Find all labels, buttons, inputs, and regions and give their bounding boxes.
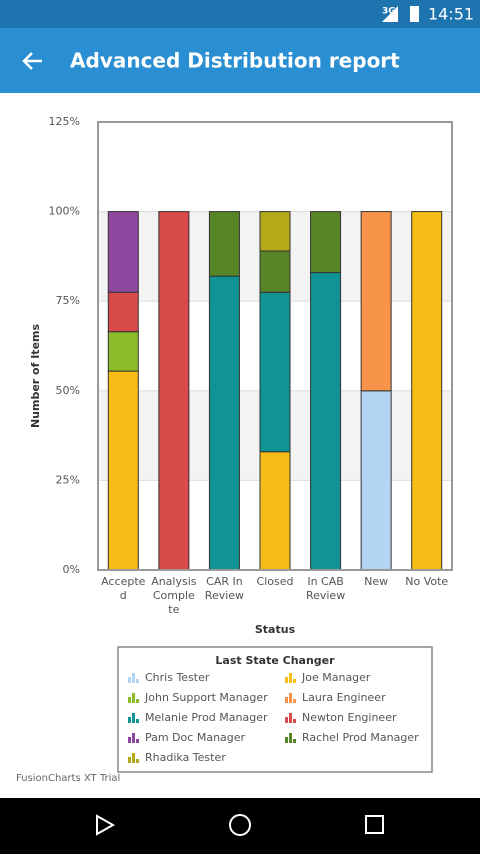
bar-segment	[310, 211, 342, 274]
x-tick-label: New	[364, 575, 388, 588]
bar-segment	[360, 211, 392, 392]
bar-segment	[259, 250, 291, 293]
y-tick-label: 75%	[56, 294, 80, 307]
legend-icon	[293, 699, 296, 703]
status-bar	[0, 0, 480, 28]
legend-icon	[132, 713, 135, 723]
plot-band	[98, 122, 452, 212]
network-type: 3G	[382, 7, 396, 17]
back-button[interactable]	[22, 52, 42, 70]
legend-icon	[128, 697, 131, 703]
legend-label: Joe Manager	[301, 671, 371, 684]
y-tick-label: 25%	[56, 473, 80, 486]
legend-icon	[136, 759, 139, 763]
legend-icon	[136, 679, 139, 683]
y-tick-label: 100%	[49, 205, 80, 218]
signal-icon	[382, 6, 398, 22]
legend-icon	[136, 699, 139, 703]
clock: 14:51	[428, 5, 474, 24]
legend-icon	[136, 739, 139, 743]
plot-border	[97, 121, 453, 571]
legend-icon	[289, 713, 292, 723]
legend-icon	[293, 739, 296, 743]
y-tick-label: 0%	[63, 563, 80, 576]
x-tick-label: No Vote	[405, 575, 448, 588]
legend-label: Pam Doc Manager	[145, 731, 246, 744]
bar-segment	[107, 370, 139, 571]
bar-segment	[158, 211, 190, 571]
legend-icon	[293, 719, 296, 723]
legend-icon	[289, 693, 292, 703]
legend-label: Chris Tester	[145, 671, 210, 684]
bar-segment	[208, 275, 240, 571]
legend-label: Melanie Prod Manager	[145, 711, 268, 724]
bar-segment	[208, 211, 240, 277]
bar-segment	[360, 390, 392, 571]
legend-icon	[132, 673, 135, 683]
legend-label: Newton Engineer	[302, 711, 397, 724]
x-tick-label: In CAB Review	[306, 575, 345, 602]
y-axis-title: Number of Items	[29, 324, 42, 429]
battery-icon	[410, 6, 419, 22]
y-tick-label: 125%	[49, 115, 80, 128]
legend-icon	[132, 733, 135, 743]
legend-icon	[132, 693, 135, 703]
bar-segment	[107, 211, 139, 293]
nav-back[interactable]	[96, 814, 116, 836]
legend-icon	[285, 677, 288, 683]
legend-label: John Support Manager	[144, 691, 268, 704]
x-tick-label: Closed	[257, 575, 294, 588]
legend-icon	[128, 717, 131, 723]
bar-segment	[259, 291, 291, 453]
y-tick-label: 50%	[56, 384, 80, 397]
bar-segment	[259, 211, 291, 252]
legend-icon	[128, 677, 131, 683]
legend-title: Last State Changer	[215, 654, 335, 667]
legend-icon	[285, 737, 288, 743]
bar-segment	[259, 451, 291, 571]
app-title: Advanced Distribution report	[70, 49, 400, 73]
app-bar	[0, 28, 480, 93]
bar-segment	[310, 272, 342, 571]
legend-icon	[132, 753, 135, 763]
nav-bar	[0, 798, 480, 854]
x-axis-title: Status	[255, 623, 296, 636]
legend-icon	[285, 697, 288, 703]
legend-icon	[285, 717, 288, 723]
watermark: FusionCharts XT Trial	[16, 773, 120, 784]
legend-icon	[136, 719, 139, 723]
legend-icon	[289, 733, 292, 743]
x-tick-label: Accepte d	[101, 575, 145, 602]
legend-icon	[128, 737, 131, 743]
legend-icon	[289, 673, 292, 683]
nav-home[interactable]	[229, 814, 251, 836]
bar-segment	[107, 331, 139, 372]
x-tick-label: Analysis Comple te	[151, 575, 197, 616]
nav-recents[interactable]	[365, 815, 384, 834]
bar-segment	[107, 291, 139, 333]
bar-segment	[411, 211, 443, 571]
x-tick-label: CAR In Review	[205, 575, 244, 602]
legend-icon	[128, 757, 131, 763]
legend-label: Rachel Prod Manager	[302, 731, 419, 744]
legend-box	[117, 646, 433, 773]
legend-icon	[293, 679, 296, 683]
legend-label: Rhadika Tester	[145, 751, 226, 764]
legend-label: Laura Engineer	[302, 691, 386, 704]
